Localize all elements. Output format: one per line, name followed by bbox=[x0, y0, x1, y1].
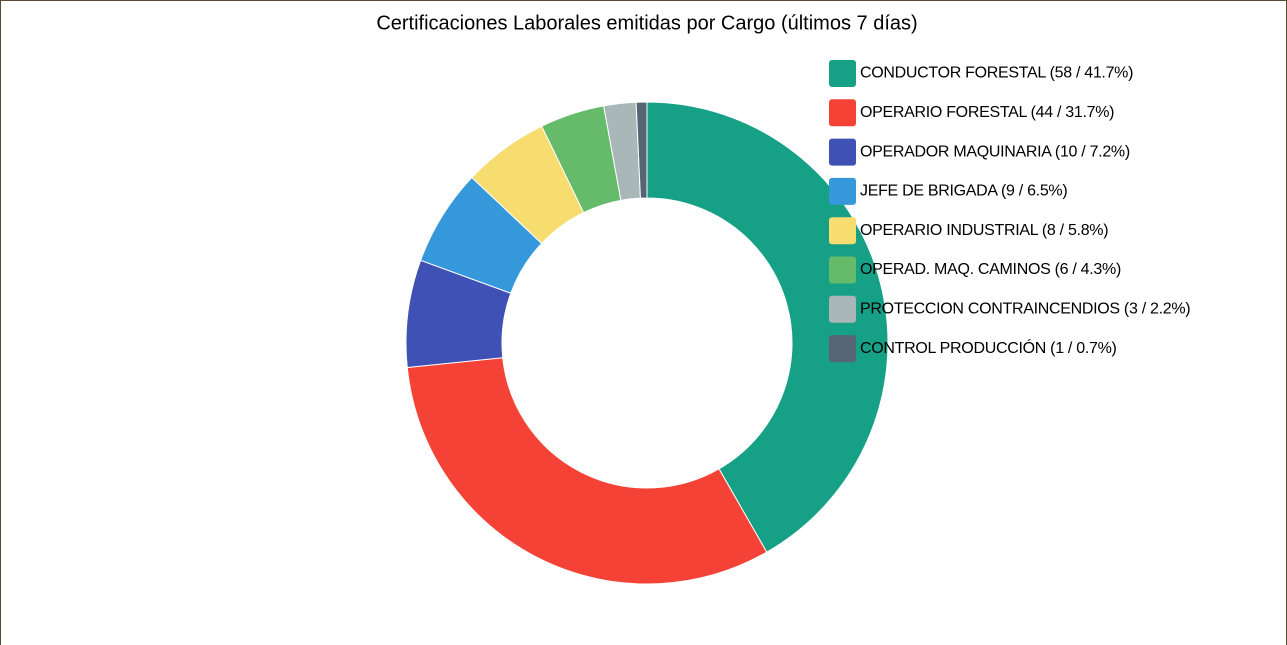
donut-slice bbox=[635, 101, 648, 199]
legend-label: PROTECCION CONTRAINCENDIOS (3 / 2.2%) bbox=[860, 301, 1190, 318]
chart-title: Certificaciones Laborales emitidas por C… bbox=[376, 12, 917, 34]
legend-label: OPERARIO FORESTAL (44 / 31.7%) bbox=[860, 104, 1114, 121]
legend-swatch bbox=[829, 295, 856, 323]
legend-swatch bbox=[829, 99, 856, 127]
legend-label: OPERADOR MAQUINARIA (10 / 7.2%) bbox=[860, 143, 1130, 160]
legend-label: OPERAD. MAQ. CAMINOS (6 / 4.3%) bbox=[860, 261, 1121, 278]
legend-swatch bbox=[829, 256, 856, 284]
legend-swatch bbox=[829, 217, 856, 245]
legend-swatch bbox=[829, 177, 856, 205]
legend-label: OPERARIO INDUSTRIAL (8 / 5.8%) bbox=[860, 222, 1108, 239]
legend-label: CONDUCTOR FORESTAL (58 / 41.7%) bbox=[860, 65, 1133, 82]
legend-label: CONTROL PRODUCCIÓN (1 / 0.7%) bbox=[860, 338, 1117, 357]
legend-swatch bbox=[829, 138, 856, 166]
legend-swatch bbox=[829, 335, 856, 363]
legend-label: JEFE DE BRIGADA (9 / 6.5%) bbox=[860, 183, 1067, 200]
legend-swatch bbox=[829, 60, 856, 87]
donut-slice bbox=[646, 101, 889, 553]
donut-slice bbox=[406, 357, 768, 585]
